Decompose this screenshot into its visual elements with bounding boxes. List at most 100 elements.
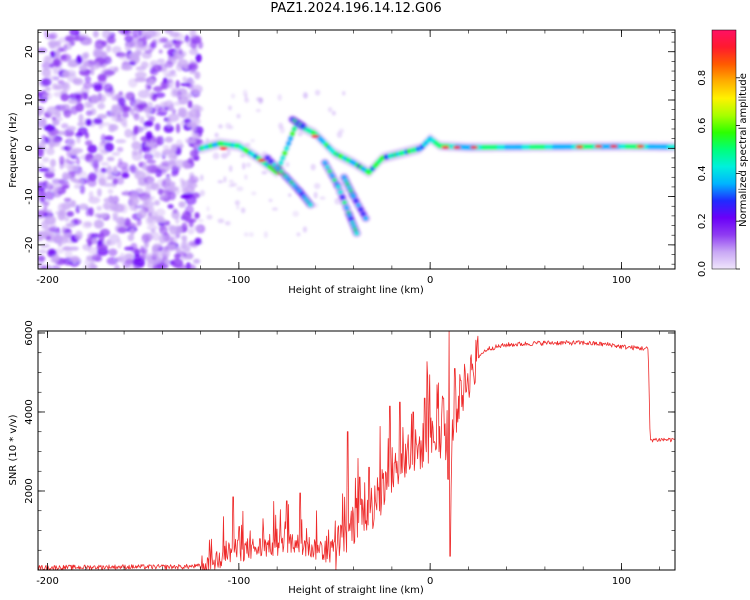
spectrogram-cell (87, 144, 98, 154)
x-tick-label: -200 (36, 576, 59, 587)
spectrogram-cell (61, 123, 69, 129)
spectrogram-cell (100, 133, 107, 144)
spectrogram-cell (96, 244, 108, 251)
spectrogram-cell (183, 118, 192, 124)
spectrogram-cell (124, 253, 134, 260)
spectrogram-cell (54, 116, 63, 122)
snr-panel: -200 -100 0 100 2000 4000 6000 Height of stra… (8, 320, 676, 596)
spectrogram-cell (152, 243, 162, 250)
spectrogram-cell (319, 196, 326, 200)
spectrogram-cell (159, 225, 168, 235)
spectrogram-cell (147, 206, 156, 213)
colorbar-tick-label: 0.8 (697, 70, 708, 86)
x-tick-label: 100 (612, 576, 631, 587)
spectrogram-cell (40, 197, 46, 203)
spectrogram-cell (184, 204, 194, 215)
spectrogram-cell (151, 64, 163, 73)
spectrogram-cell (60, 93, 70, 102)
spectrogram-cell (219, 146, 228, 150)
spectrogram-cell (344, 205, 349, 210)
spectrogram-cell (103, 56, 112, 65)
spectrogram-cell (131, 151, 143, 161)
spectrogram-cell (278, 160, 284, 166)
spectrogram-cell (118, 52, 130, 61)
spectrogram-cell (288, 193, 292, 197)
spectrogram-cell (146, 101, 153, 109)
spectrogram-cell (153, 151, 162, 159)
spectrogram-cell (96, 205, 102, 211)
spectrogram-cell (180, 82, 191, 87)
spectrogram-cell (230, 93, 236, 99)
spectrogram-cell (42, 206, 48, 216)
spectrogram-cell (68, 93, 81, 100)
spectrogram-cell (79, 33, 89, 39)
spectrogram-cell (155, 218, 167, 224)
spectrogram-cell (85, 110, 93, 116)
spectrogram-cell (124, 190, 129, 196)
spectrogram-cell (70, 105, 79, 115)
spectrogram-cell (302, 226, 308, 233)
spectrogram-cell (98, 143, 105, 153)
spectrogram-cell (111, 46, 122, 55)
spectrogram-cell (154, 200, 160, 206)
spectrogram-cell (39, 140, 47, 150)
spectrogram-cell (62, 44, 68, 53)
spectrogram-cell (214, 132, 219, 138)
spectrogram-cell (124, 128, 133, 138)
spectrogram-cell (59, 181, 71, 188)
spectrogram-cell (116, 176, 125, 185)
spectrogram-cell (53, 234, 66, 242)
spectrogram-cell (67, 202, 72, 208)
y-tick-label: 4000 (24, 399, 35, 424)
x-tick-label: 100 (612, 275, 631, 286)
spectrogram-cell (126, 256, 133, 267)
colorbar-gradient (711, 29, 737, 270)
spectrogram-cell (141, 233, 150, 244)
spectrogram-cell (193, 225, 202, 231)
spectrogram-cell (93, 219, 104, 229)
spectrogram-cell (151, 249, 159, 259)
spectrogram-cell (188, 63, 197, 70)
spectrogram-cell (441, 145, 450, 149)
spectrogram-cell (64, 216, 70, 223)
spectrogram-cell (67, 165, 72, 172)
spectrogram-cell (143, 106, 150, 114)
spectrogram-cell (96, 188, 102, 197)
spectrogram-cell (311, 134, 320, 138)
spectrogram-cell (79, 184, 86, 195)
spectrogram-cell (105, 241, 116, 246)
spectrogram-cell (145, 112, 151, 119)
spectrogram-cell (163, 79, 173, 84)
spectrogram-cell (175, 47, 183, 55)
spectrogram-cell (167, 204, 174, 209)
spectrogram-cell (363, 216, 369, 221)
spectrogram-cell (63, 197, 72, 203)
spectrogram-cell (102, 202, 111, 210)
spectrogram-cell (157, 188, 164, 195)
spectrogram-cell (107, 175, 115, 180)
spectrogram-cell (154, 123, 161, 131)
spectrogram-cell (110, 111, 116, 122)
spectrogram-cell (84, 140, 93, 146)
spectrogram-cell (174, 253, 181, 260)
spectrogram-cell (181, 187, 190, 194)
spectrogram-frame (37, 29, 676, 270)
spectrogram-cell (313, 191, 318, 199)
spectrogram-cell (206, 206, 210, 212)
spectrogram-cell (174, 159, 187, 168)
spectrogram-cell (88, 207, 94, 217)
spectrogram-cell (155, 38, 163, 45)
spectrogram-cell (255, 108, 261, 113)
spectrogram-cell (175, 123, 181, 134)
spectrogram-cell (186, 122, 196, 128)
snr-frame (37, 330, 676, 571)
spectrogram-cell (146, 224, 158, 231)
spectrogram-cell (244, 174, 248, 180)
spectrogram-cell (144, 49, 153, 54)
spectrogram-cell (285, 161, 290, 168)
spectrogram-cell (164, 30, 173, 34)
chart-title: PAZ1.2024.196.14.12.G06 (270, 1, 442, 16)
spectrogram-heatmap (38, 30, 675, 269)
spectrogram-cell (173, 32, 185, 41)
spectrogram-cell (75, 204, 81, 214)
